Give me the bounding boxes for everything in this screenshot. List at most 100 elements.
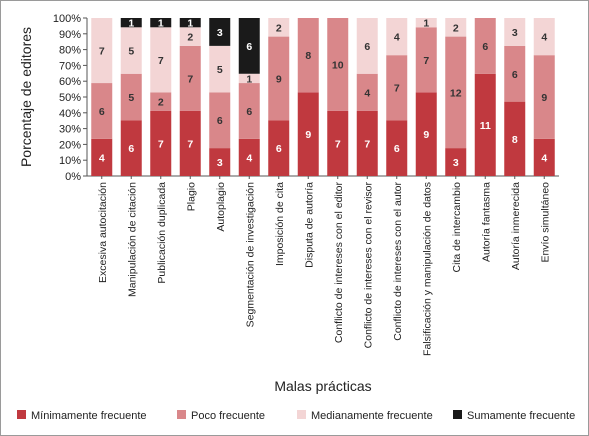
bar-segment [179, 18, 201, 28]
data-label: 6 [394, 143, 400, 155]
bar-segment [386, 55, 408, 121]
bar-segment [268, 120, 290, 176]
bar-segment [445, 36, 467, 149]
bar-segment [150, 27, 172, 93]
data-label: 1 [187, 18, 193, 30]
y-tick-label: 40% [59, 108, 81, 120]
data-label: 7 [187, 138, 193, 150]
x-axis-title: Malas prácticas [274, 378, 371, 394]
y-axis-title: Porcentaje de editores [18, 27, 34, 167]
x-tick-label: Cita de intercambio [451, 182, 463, 273]
bar-segment [415, 27, 437, 93]
legend-label: Sumamente frecuente [467, 410, 575, 422]
data-label: 5 [128, 92, 134, 104]
bar-segment [297, 18, 319, 93]
y-tick-label: 90% [59, 29, 81, 41]
data-label: 6 [276, 143, 282, 155]
bar-segment [445, 18, 467, 37]
bar-segment [268, 36, 290, 121]
x-tick-label: Conflicto de intereses con el revisor [362, 182, 374, 349]
bar-segment [445, 148, 467, 176]
data-label: 2 [276, 22, 282, 34]
bar-segment [120, 27, 142, 74]
legend-swatch [17, 410, 26, 419]
bar-segment [504, 101, 526, 176]
x-tick-label: Plagio [185, 182, 197, 211]
legend-swatch [177, 410, 186, 419]
x-tick-label: Autoplagio [215, 182, 227, 232]
y-tick-label: 10% [59, 155, 81, 167]
bar-segment [238, 138, 260, 176]
data-label: 4 [99, 152, 105, 164]
x-tick-label: Segmentación de investigación [244, 182, 256, 328]
data-label: 6 [217, 115, 223, 127]
y-ticks: 0% 10% 20% 30% 40% 50% 60% 70% 80% 90% 100% [53, 13, 87, 183]
bar-segment [415, 92, 437, 176]
data-label: 8 [305, 50, 311, 62]
data-label: 3 [512, 27, 518, 39]
data-label: 7 [158, 138, 164, 150]
bar-segment [238, 73, 260, 84]
bar-segment [209, 92, 231, 149]
data-label: 9 [423, 129, 429, 141]
legend: Mínimamente frecuente Poco frecuente Media… [17, 410, 575, 422]
bar-segment [209, 148, 231, 176]
y-tick-label: 50% [59, 92, 81, 104]
data-label: 7 [187, 73, 193, 85]
y-tick-label: 100% [53, 13, 81, 25]
bar-segment [150, 92, 172, 111]
y-tick-label: 70% [59, 60, 81, 72]
bar-segment [238, 18, 260, 74]
data-label: 3 [217, 27, 223, 39]
data-label: 10 [332, 59, 344, 71]
data-label: 3 [453, 157, 459, 169]
data-label: 7 [364, 138, 370, 150]
data-label: 1 [158, 18, 164, 30]
y-tick-label: 30% [59, 124, 81, 136]
data-label: 6 [128, 143, 134, 155]
bar-segment [238, 83, 260, 139]
bar-segment [120, 73, 142, 121]
x-tick-label: Autoría inmerecida [510, 182, 522, 270]
legend-label: Medianamente frecuente [311, 410, 433, 422]
data-label: 7 [158, 55, 164, 67]
data-label: 6 [246, 106, 252, 118]
x-tick-label: Autoría fantasma [480, 182, 492, 262]
legend-swatch [453, 410, 462, 419]
x-tick-label: Falsificación y manipulación de datos [421, 182, 433, 356]
x-tick-label: Envío simultáneo [539, 182, 551, 263]
bar-segment [297, 92, 319, 176]
legend-label: Mínimamente frecuente [31, 410, 147, 422]
x-tick-label: Excesiva autocitación [97, 182, 109, 283]
data-label: 7 [99, 46, 105, 58]
data-label: 1 [128, 18, 134, 30]
data-label: 6 [512, 69, 518, 81]
x-tick-label: Publicación duplicada [156, 182, 168, 284]
data-label: 7 [335, 138, 341, 150]
data-label: 4 [246, 152, 252, 164]
y-tick-label: 80% [59, 45, 81, 57]
data-label: 9 [305, 129, 311, 141]
bar-segment [120, 18, 142, 28]
bar-segment [533, 55, 555, 139]
data-label: 2 [187, 32, 193, 44]
bar-segment [179, 110, 201, 176]
bar-segment [356, 18, 378, 74]
y-tick-label: 60% [59, 76, 81, 88]
bars: 4 6 7 6 5 5 1 7 2 7 1 7 7 2 1 3 6 5 3 4 6 1 6 6 9 2 9 8 7 10 7 4 6 6 7 4 9 7 1… [91, 18, 555, 176]
bar-segment [474, 18, 496, 74]
bar-segment [386, 18, 408, 56]
legend-label: Poco frecuente [191, 410, 265, 422]
data-label: 2 [158, 97, 164, 109]
data-label: 5 [217, 64, 223, 76]
data-label: 9 [276, 73, 282, 85]
bar-segment [415, 18, 437, 28]
bar-segment [179, 27, 201, 46]
bar-segment [504, 45, 526, 102]
data-label: 4 [541, 152, 547, 164]
data-label: 7 [423, 55, 429, 67]
bar-segment [150, 110, 172, 176]
x-tick-label: Conflicto de intereses con el editor [333, 182, 345, 344]
bar-segment [327, 110, 349, 176]
